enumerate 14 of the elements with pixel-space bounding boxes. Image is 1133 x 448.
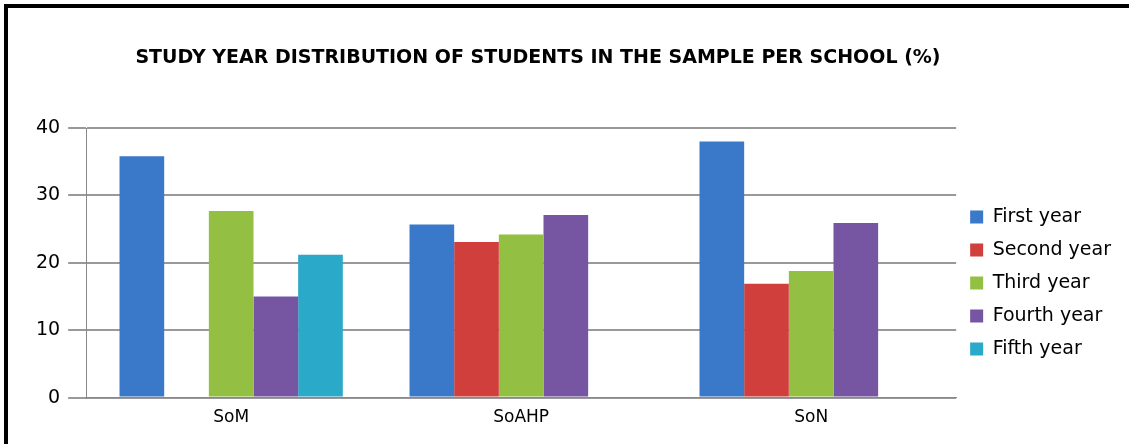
y-tick-label: 40 xyxy=(35,114,61,137)
legend-label: Fifth year xyxy=(992,335,1082,358)
y-tick-label: 10 xyxy=(35,317,61,340)
legend-label: Second year xyxy=(992,236,1112,259)
legend-label: Fourth year xyxy=(992,302,1103,325)
y-tick-label: 20 xyxy=(35,249,61,272)
x-tick-label: SoM xyxy=(213,406,250,427)
legend-label: Third year xyxy=(991,269,1090,292)
y-tick-label: 30 xyxy=(35,182,61,205)
x-tick-label: SoAHP xyxy=(493,406,550,427)
chart-title: STUDY YEAR DISTRIBUTION OF STUDENTS IN THE SAMPLE PER SCHOOL (%) xyxy=(134,44,942,69)
y-tick-label: 0 xyxy=(48,384,61,407)
x-tick-label: SoN xyxy=(794,406,829,427)
legend-label: First year xyxy=(992,203,1082,226)
